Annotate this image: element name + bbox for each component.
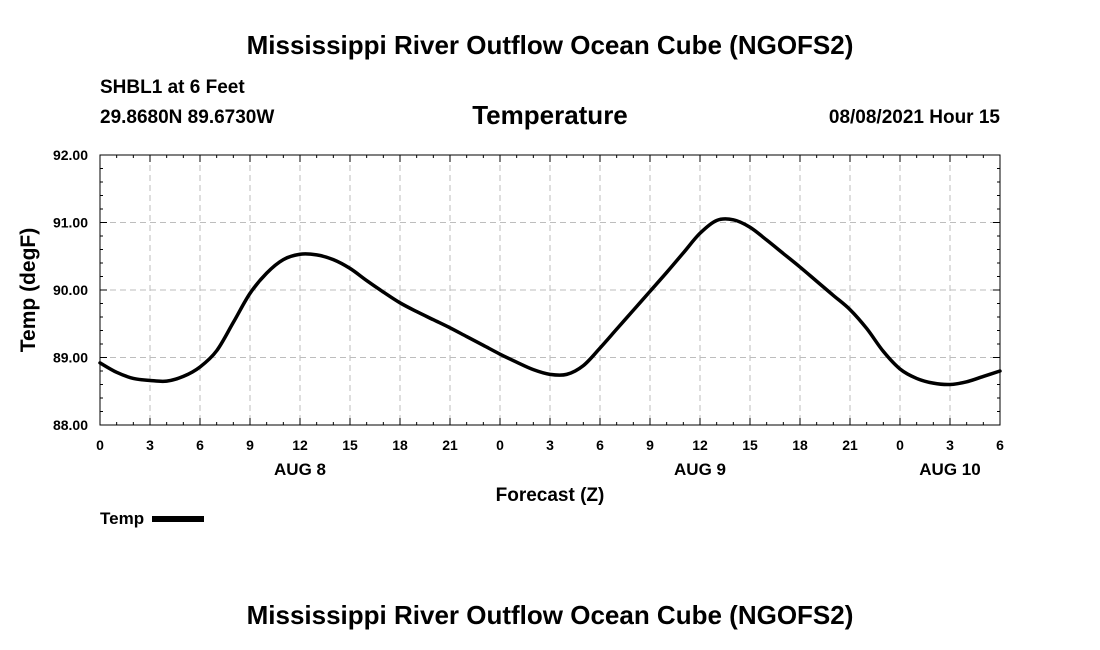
y-tick-label: 88.00 [53, 417, 88, 433]
series-layer [98, 217, 1002, 387]
plot-frame [99, 154, 1001, 426]
x-tick-label: 0 [496, 437, 504, 453]
y-tick-label: 89.00 [53, 350, 88, 366]
footer-title: Mississippi River Outflow Ocean Cube (NG… [246, 600, 854, 630]
y-tick-label: 90.00 [53, 282, 88, 298]
x-tick-label: 12 [692, 437, 708, 453]
legend: Temp [100, 509, 205, 529]
legend-label: Temp [100, 509, 145, 528]
legend-line-swatch [152, 516, 205, 522]
x-tick-label: 12 [292, 437, 308, 453]
label-layer: 0 3 6 9 12 15 18 21 0 3 6 9 12 15 18 21 0 3 6 88.00 89.00 90.… [17, 147, 1004, 506]
date-label: AUG 8 [274, 460, 326, 479]
x-tick-label: 3 [946, 437, 954, 453]
x-tick-label: 21 [442, 437, 458, 453]
x-tick-label: 0 [96, 437, 104, 453]
x-tick-label: 3 [146, 437, 154, 453]
x-tick-label: 6 [596, 437, 604, 453]
series-line-temp [98, 217, 1002, 387]
date-label: AUG 9 [674, 460, 726, 479]
y-tick-label: 91.00 [53, 215, 88, 231]
date-label: AUG 10 [919, 460, 980, 479]
x-tick-label: 9 [246, 437, 254, 453]
x-tick-label: 6 [196, 437, 204, 453]
x-tick-label: 15 [342, 437, 358, 453]
x-tick-label: 3 [546, 437, 554, 453]
x-tick-label: 0 [896, 437, 904, 453]
x-tick-label: 15 [742, 437, 758, 453]
x-tick-label: 18 [792, 437, 808, 453]
temperature-chart: 0 3 6 9 12 15 18 21 0 3 6 9 12 15 18 21 0 3 6 88.00 89.00 90.… [17, 147, 1004, 506]
forecast-datetime: 08/08/2021 Hour 15 [828, 107, 1000, 128]
y-tick-label: 92.00 [53, 147, 88, 163]
chart-title: Temperature [472, 100, 628, 130]
y-axis-label: Temp (degF) [17, 228, 40, 352]
station-label: SHBL1 at 6 Feet [100, 77, 245, 98]
x-tick-label: 18 [392, 437, 408, 453]
x-axis-label: Forecast (Z) [496, 485, 605, 506]
page-title: Mississippi River Outflow Ocean Cube (NG… [246, 30, 854, 60]
x-tick-label: 9 [646, 437, 654, 453]
x-tick-label: 21 [842, 437, 858, 453]
location-coordinates: 29.8680N 89.6730W [100, 107, 275, 128]
x-tick-label: 6 [996, 437, 1004, 453]
grid-layer [100, 155, 1000, 425]
